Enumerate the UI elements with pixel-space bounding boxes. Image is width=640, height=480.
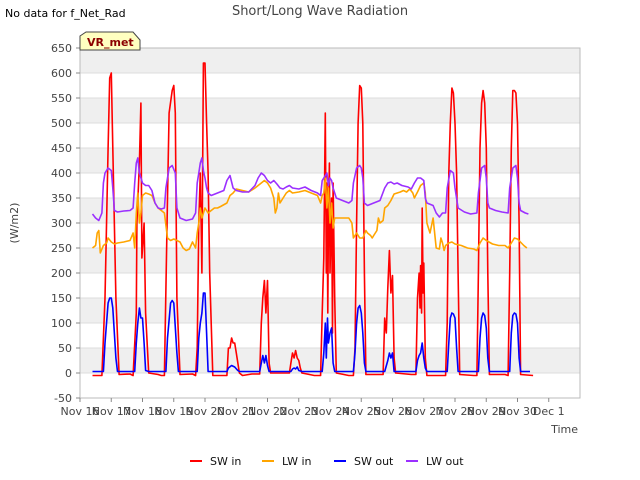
y-tick-label: 500 bbox=[51, 117, 72, 130]
x-tick-label: Nov 29 bbox=[467, 405, 506, 418]
y-tick-label: 650 bbox=[51, 42, 72, 55]
legend-label: LW out bbox=[426, 455, 464, 468]
x-tick-label: Nov 25 bbox=[342, 405, 381, 418]
x-axis-label: Time bbox=[550, 423, 578, 436]
y-tick-label: 200 bbox=[51, 267, 72, 280]
legend-item-sw-in: SW in bbox=[190, 455, 241, 468]
x-tick-label: Nov 18 bbox=[123, 405, 162, 418]
y-tick-label: 150 bbox=[51, 292, 72, 305]
chart-title: Short/Long Wave Radiation bbox=[232, 4, 408, 19]
y-axis-ticks: -50 0 50 100 150 200 250 300 350 400 450 500 550 600 6… bbox=[51, 42, 80, 405]
grid-band bbox=[80, 298, 580, 323]
y-tick-label: 350 bbox=[51, 192, 72, 205]
y-tick-label: 50 bbox=[58, 342, 72, 355]
series-line-sw-in bbox=[92, 62, 534, 377]
station-badge: VR_met bbox=[79, 31, 141, 51]
no-data-note: No data for f_Net_Rad bbox=[5, 7, 126, 20]
y-tick-label: 450 bbox=[51, 142, 72, 155]
grid-band bbox=[80, 48, 580, 73]
series-line-sw-out bbox=[92, 292, 530, 373]
x-tick-label: Nov 19 bbox=[154, 405, 193, 418]
legend-item-sw-out: SW out bbox=[334, 455, 394, 468]
y-tick-label: 300 bbox=[51, 217, 72, 230]
y-tick-label: 0 bbox=[65, 367, 72, 380]
x-tick-label: Dec 1 bbox=[533, 405, 565, 418]
grid-band bbox=[80, 98, 580, 123]
y-tick-label: 100 bbox=[51, 317, 72, 330]
series-layer bbox=[91, 62, 534, 377]
x-tick-label: Nov 20 bbox=[186, 405, 225, 418]
badge-shape bbox=[79, 31, 141, 51]
y-tick-label: 600 bbox=[51, 67, 72, 80]
y-axis-label: (W/m2) bbox=[8, 203, 21, 244]
series-line-lw-out bbox=[91, 157, 529, 222]
x-tick-label: Nov 26 bbox=[373, 405, 412, 418]
grid-band bbox=[80, 348, 580, 373]
legend-item-lw-in: LW in bbox=[262, 455, 312, 468]
legend: SW in LW in SW out LW out bbox=[190, 455, 464, 468]
x-tick-label: Nov 28 bbox=[436, 405, 475, 418]
x-tick-label: Nov 27 bbox=[404, 405, 443, 418]
x-tick-label: Nov 30 bbox=[498, 405, 537, 418]
badge-label: VR_met bbox=[87, 36, 134, 49]
legend-item-lw-out: LW out bbox=[406, 455, 464, 468]
legend-label: SW out bbox=[354, 455, 394, 468]
y-tick-label: 550 bbox=[51, 92, 72, 105]
legend-label: LW in bbox=[282, 455, 312, 468]
x-tick-label: Nov 16 bbox=[61, 405, 100, 418]
y-tick-label: 250 bbox=[51, 242, 72, 255]
x-tick-label: Nov 22 bbox=[248, 405, 287, 418]
x-tick-label: Nov 21 bbox=[217, 405, 256, 418]
y-tick-label: 400 bbox=[51, 167, 72, 180]
x-tick-label: Nov 24 bbox=[311, 405, 350, 418]
plot-area bbox=[79, 47, 581, 399]
x-tick-label: Nov 23 bbox=[279, 405, 318, 418]
y-tick-label: -50 bbox=[54, 392, 72, 405]
legend-label: SW in bbox=[210, 455, 241, 468]
x-tick-label: Nov 17 bbox=[92, 405, 131, 418]
